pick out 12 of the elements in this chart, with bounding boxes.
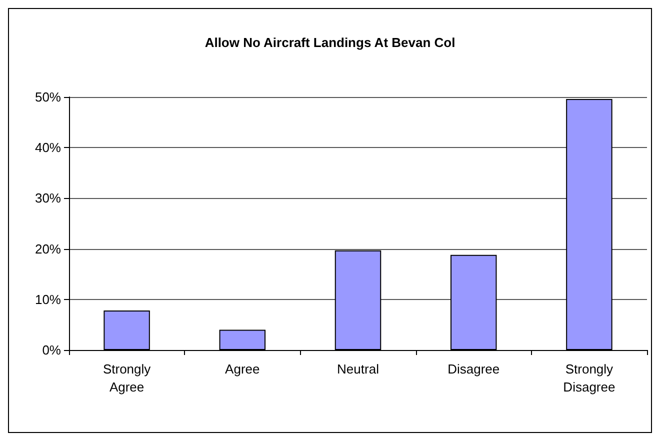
x-tick-label: Neutral bbox=[337, 362, 380, 376]
y-tick-label: 50% bbox=[34, 90, 62, 104]
y-tick-label: 0% bbox=[42, 342, 62, 358]
y-tick-label: 20% bbox=[34, 241, 62, 256]
x-tick-label: Strongly Agree bbox=[102, 362, 152, 394]
x-tick-label: Agree bbox=[225, 362, 260, 376]
y-tick-label: 30% bbox=[34, 190, 62, 206]
y-tick-label: 40% bbox=[34, 140, 62, 156]
x-tick-label: Strongly Disagree bbox=[563, 362, 616, 394]
x-tick-label: Disagree bbox=[448, 362, 500, 376]
chart-title: Allow No Aircraft Landings At Bevan Col bbox=[204, 35, 456, 50]
y-tick-label: 10% bbox=[34, 292, 62, 307]
